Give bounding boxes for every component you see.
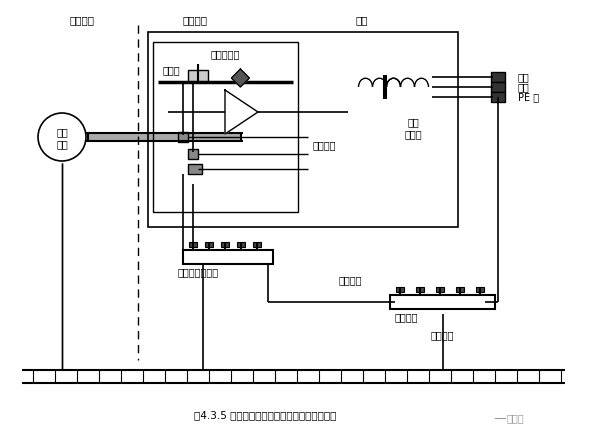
Text: 工作接地汇总板: 工作接地汇总板 bbox=[178, 267, 219, 277]
Circle shape bbox=[38, 113, 86, 161]
Text: 电源: 电源 bbox=[407, 117, 419, 127]
Text: 汇流排: 汇流排 bbox=[163, 65, 181, 75]
Bar bbox=[396, 287, 404, 292]
Text: 仪表: 仪表 bbox=[56, 139, 68, 149]
Text: 接地装置: 接地装置 bbox=[431, 330, 454, 340]
Bar bbox=[88, 133, 241, 141]
Text: 接地干线: 接地干线 bbox=[338, 275, 362, 285]
Bar bbox=[237, 242, 245, 247]
Bar bbox=[221, 242, 229, 247]
Text: PE 线: PE 线 bbox=[518, 92, 539, 102]
Bar bbox=[456, 287, 464, 292]
Bar bbox=[390, 295, 495, 309]
Bar bbox=[153, 42, 298, 212]
Text: 图4.3.5 齐纳式安全栅本安系统接地连接示意图: 图4.3.5 齐纳式安全栅本安系统接地连接示意图 bbox=[194, 410, 336, 420]
Text: 危险场所: 危险场所 bbox=[70, 15, 95, 25]
Text: 总接地板: 总接地板 bbox=[395, 312, 418, 322]
Bar bbox=[205, 242, 213, 247]
Bar bbox=[188, 149, 198, 159]
Text: 现场: 现场 bbox=[56, 127, 68, 137]
Bar bbox=[188, 70, 208, 82]
Text: 仪表圈: 仪表圈 bbox=[506, 413, 524, 423]
Text: 齐纳安全栅: 齐纳安全栅 bbox=[211, 49, 240, 59]
Text: 相线: 相线 bbox=[518, 72, 530, 82]
Bar bbox=[188, 164, 202, 174]
Bar bbox=[416, 287, 424, 292]
Bar bbox=[183, 250, 273, 264]
Text: 接地导线: 接地导线 bbox=[313, 140, 336, 150]
Text: 公共端: 公共端 bbox=[404, 129, 422, 139]
Polygon shape bbox=[225, 90, 258, 134]
Text: 中线: 中线 bbox=[518, 82, 530, 92]
Bar bbox=[189, 242, 197, 247]
Bar bbox=[436, 287, 444, 292]
Bar bbox=[148, 32, 458, 227]
Bar bbox=[491, 82, 505, 92]
Bar bbox=[491, 92, 505, 102]
Polygon shape bbox=[232, 69, 249, 87]
Text: 安全场所: 安全场所 bbox=[183, 15, 207, 25]
Bar bbox=[178, 132, 188, 142]
Bar bbox=[491, 72, 505, 82]
Bar bbox=[476, 287, 484, 292]
Bar bbox=[253, 242, 261, 247]
Text: 机柜: 机柜 bbox=[356, 15, 368, 25]
